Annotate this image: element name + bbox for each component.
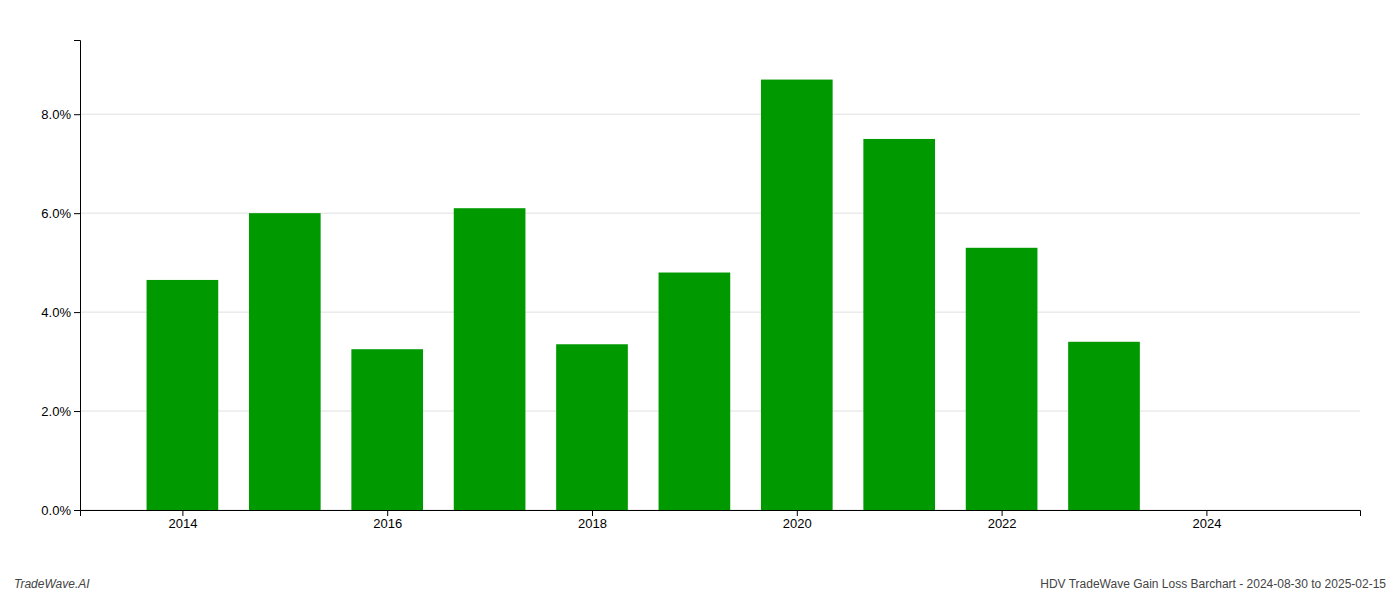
x-tick-label: 2018 (578, 516, 607, 531)
x-tick-label: 2020 (783, 516, 812, 531)
x-tick: 2024 (1192, 510, 1221, 531)
x-tick-label: 2016 (373, 516, 402, 531)
x-tick-mark (592, 510, 593, 516)
y-tick-mark (74, 411, 80, 412)
x-tick: 2020 (783, 510, 812, 531)
x-axis: 2014 2016 2018 2020 2022 2024 (81, 510, 1361, 531)
x-tick-mark (1002, 510, 1003, 516)
bar (761, 80, 833, 510)
x-tick-mark (182, 510, 183, 516)
grid (80, 114, 1360, 510)
x-tick-label: 2024 (1192, 516, 1221, 531)
bar (249, 213, 321, 510)
x-tick: 2022 (988, 510, 1017, 531)
y-tick-label: 8.0% (41, 107, 71, 122)
y-tick-mark (74, 114, 80, 115)
bar (863, 139, 935, 510)
y-axis-line (74, 41, 81, 511)
y-tick: 4.0% (41, 305, 80, 320)
y-tick: 8.0% (41, 107, 80, 122)
grid-line (80, 114, 1360, 115)
x-tick: 2016 (373, 510, 402, 531)
bar (147, 280, 219, 510)
y-tick: 2.0% (41, 404, 80, 419)
x-tick: 2018 (578, 510, 607, 531)
footer-left: TradeWave.AI (14, 577, 90, 591)
x-tick-mark (387, 510, 388, 516)
y-tick-label: 4.0% (41, 305, 71, 320)
y-tick-mark (74, 510, 80, 511)
bar (351, 349, 423, 510)
x-tick: 2014 (168, 510, 197, 531)
x-tick-mark (1206, 510, 1207, 516)
x-tick-label: 2014 (168, 516, 197, 531)
x-tick-label: 2022 (988, 516, 1017, 531)
bar (454, 208, 526, 510)
y-tick-label: 2.0% (41, 404, 71, 419)
bar (659, 273, 731, 510)
y-tick: 0.0% (41, 503, 80, 518)
bar (966, 248, 1038, 510)
y-tick-label: 0.0% (41, 503, 71, 518)
y-tick: 6.0% (41, 206, 80, 221)
plot: 0.0% 2.0% 4.0% 6.0% 8.0% 2014 2016 2018 2020 2022… (41, 41, 1360, 532)
y-tick-mark (74, 312, 80, 313)
bar (556, 344, 628, 510)
bars (147, 80, 1140, 510)
x-axis-line (81, 511, 1361, 517)
x-tick-mark (797, 510, 798, 516)
chart: 0.0% 2.0% 4.0% 6.0% 8.0% 2014 2016 2018 2020 2022… (0, 0, 1400, 600)
y-axis: 0.0% 2.0% 4.0% 6.0% 8.0% (41, 41, 80, 518)
bar (1068, 342, 1140, 510)
y-tick-label: 6.0% (41, 206, 71, 221)
y-tick-mark (74, 213, 80, 214)
footer-right: HDV TradeWave Gain Loss Barchart - 2024-… (1040, 577, 1386, 591)
